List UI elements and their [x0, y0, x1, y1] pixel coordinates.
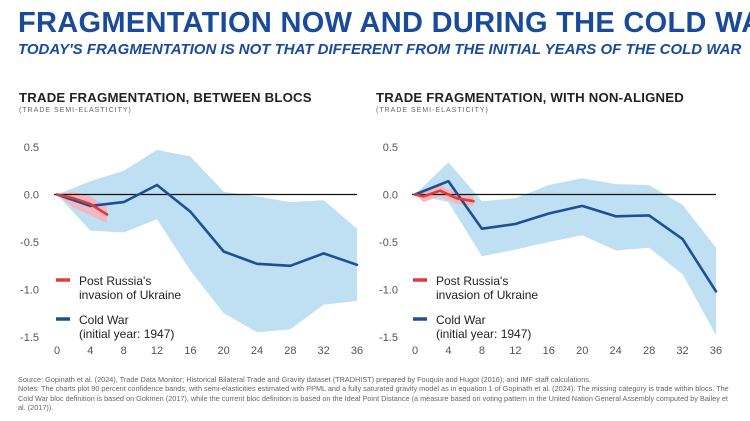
x-tick-label: 4 — [445, 345, 451, 357]
y-tick-label: -1.5 — [379, 332, 398, 344]
x-tick-label: 20 — [218, 345, 230, 357]
x-tick-label: 36 — [710, 345, 722, 357]
page-title: FRAGMENTATION NOW AND DURING THE COLD WA… — [18, 7, 750, 39]
y-tick-label: 0.5 — [24, 142, 39, 154]
x-tick-label: 16 — [543, 345, 555, 357]
x-tick-label: 0 — [412, 345, 418, 357]
left-chart-subtitle: (TRADE SEMI-ELASTICITY) — [19, 107, 132, 114]
cold-war-line — [413, 179, 718, 293]
x-tick-label: 12 — [509, 345, 521, 357]
x-tick-label: 28 — [643, 345, 655, 357]
x-tick-label: 20 — [576, 345, 588, 357]
left-chart-title: TRADE FRAGMENTATION, BETWEEN BLOCS — [19, 90, 312, 105]
footnote: Source: Gopinath et al. (2024), Trade Da… — [18, 375, 733, 413]
x-tick-label: 28 — [284, 345, 296, 357]
left-chart: 0.5 0.0 -0.5 -1.0 -1.5 0 4 8 12 16 20 24 28 32 36 Post … — [20, 142, 363, 357]
x-tick-label: 24 — [251, 345, 263, 357]
x-tick-label: 24 — [610, 345, 622, 357]
y-tick-label: -1.0 — [379, 285, 398, 297]
russia-confidence-band — [415, 185, 474, 206]
x-tick-label: 32 — [676, 345, 688, 357]
x-tick-label: 0 — [54, 345, 60, 357]
legend-cold-war-label: (initial year: 1947) — [436, 327, 531, 341]
x-tick-label: 16 — [184, 345, 196, 357]
right-chart: 0.5 0.0 -0.5 -1.0 -1.5 0 4 8 12 16 20 24 28 32 36 Post … — [379, 142, 722, 357]
y-tick-label: -1.5 — [20, 332, 39, 344]
y-tick-label: 0.0 — [383, 190, 398, 202]
cold-war-confidence-band — [415, 162, 716, 336]
cold-war-line — [55, 183, 359, 268]
legend-cold-war-label: Cold War — [79, 313, 129, 327]
legend-cold-war-label: Cold War — [436, 313, 486, 327]
legend-cold-war-label: (initial year: 1947) — [79, 327, 174, 341]
x-tick-label: 8 — [479, 345, 485, 357]
cold-war-confidence-band — [57, 149, 357, 333]
y-tick-label: -0.5 — [379, 237, 398, 249]
page-subtitle: TODAY'S FRAGMENTATION IS NOT THAT DIFFER… — [18, 41, 742, 58]
legend-russia-label: Post Russia's — [79, 274, 151, 288]
x-tick-label: 32 — [318, 345, 330, 357]
legend-russia-label: invasion of Ukraine — [436, 288, 538, 302]
x-tick-label: 8 — [121, 345, 127, 357]
legend-russia-label: invasion of Ukraine — [79, 288, 181, 302]
x-tick-label: 4 — [87, 345, 93, 357]
right-chart-title: TRADE FRAGMENTATION, WITH NON-ALIGNED — [376, 90, 684, 105]
methodology-note: Notes: The charts plot 90 percent confid… — [18, 384, 729, 413]
x-tick-label: 12 — [151, 345, 163, 357]
russia-line — [413, 189, 475, 203]
right-chart-subtitle: (TRADE SEMI-ELASTICITY) — [376, 107, 489, 114]
y-tick-label: 0.5 — [383, 142, 398, 154]
y-tick-label: 0.0 — [24, 190, 39, 202]
russia-line — [55, 193, 109, 216]
legend-russia-label: Post Russia's — [436, 274, 508, 288]
y-tick-label: -0.5 — [20, 237, 39, 249]
x-tick-label: 36 — [351, 345, 363, 357]
source-note: Source: Gopinath et al. (2024), Trade Da… — [18, 375, 591, 384]
y-tick-label: -1.0 — [20, 285, 39, 297]
